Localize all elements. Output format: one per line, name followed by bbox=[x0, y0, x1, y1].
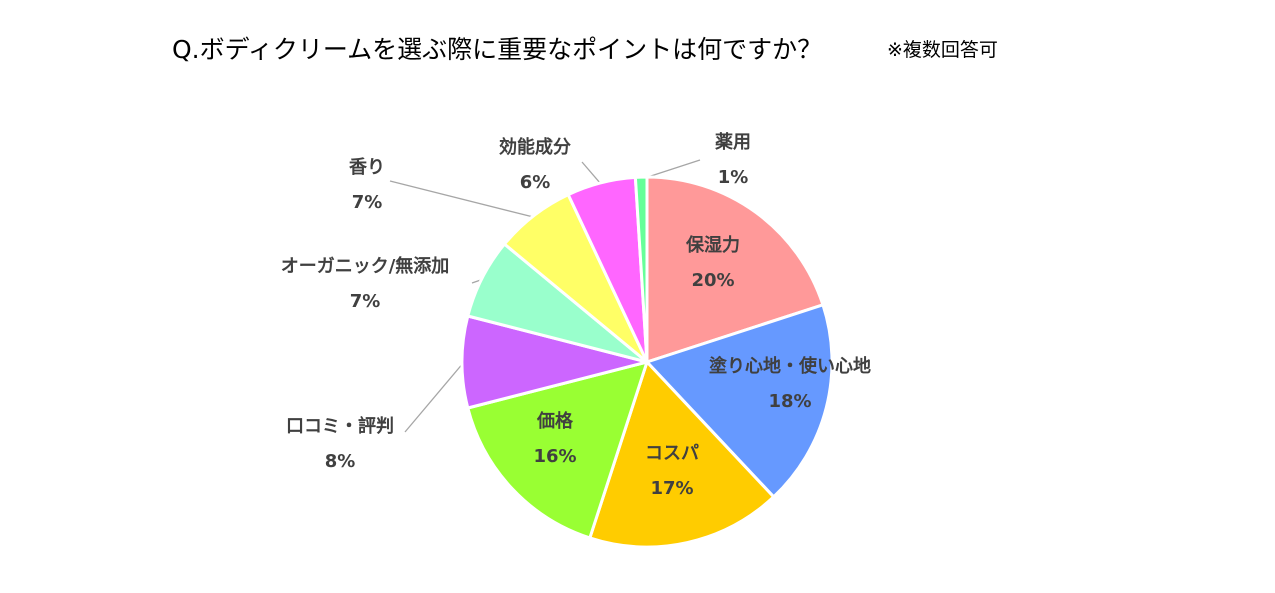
pie-slice-2 bbox=[644, 302, 834, 499]
slice-name-label: コスパ bbox=[645, 443, 699, 464]
leader-line-7 bbox=[389, 180, 535, 219]
slice-value-label: 8% bbox=[325, 451, 356, 472]
slice-value-label: 16% bbox=[533, 446, 576, 467]
pie-slice-4 bbox=[465, 359, 650, 540]
pie-slice-9 bbox=[633, 175, 649, 363]
slice-value-label: 7% bbox=[350, 291, 381, 312]
slice-name-label: 価格 bbox=[536, 410, 574, 432]
slice-value-label: 7% bbox=[352, 192, 383, 213]
slice-value-label: 18% bbox=[768, 391, 811, 412]
leader-line-8 bbox=[581, 161, 602, 186]
chart-title: Q.ボディクリームを選ぶ際に重要なポイントは何ですか？ bbox=[172, 35, 822, 64]
slice-name-label: 保湿力 bbox=[685, 234, 740, 256]
pie-slice-1 bbox=[645, 175, 825, 365]
pie-slice-3 bbox=[587, 359, 776, 549]
slice-value-label: 17% bbox=[650, 478, 693, 499]
slice-labels: 保湿力 20% 塗り心地・使い心地 18% コスパ 17% 価格 16% 口コミ・評判 8% オーガ… bbox=[281, 132, 871, 499]
slice-value-label: 6% bbox=[520, 172, 551, 193]
slice-name-label: 口コミ・評判 bbox=[286, 415, 394, 437]
pie-slice-5 bbox=[460, 314, 648, 410]
slice-name-label: 薬用 bbox=[715, 132, 751, 153]
slice-value-label: 20% bbox=[691, 270, 734, 291]
slice-name-label: 香り bbox=[348, 157, 385, 178]
slice-name-label: オーガニック/無添加 bbox=[281, 255, 450, 277]
slice-value-label: 1% bbox=[718, 167, 749, 188]
slice-name-label: 効能成分 bbox=[499, 136, 571, 158]
leader-line-5 bbox=[404, 361, 465, 433]
pie-slices bbox=[460, 175, 834, 549]
chart-subtitle: ※複数回答可 bbox=[887, 39, 998, 61]
slice-name-label: 塗り心地・使い心地 bbox=[709, 355, 871, 377]
